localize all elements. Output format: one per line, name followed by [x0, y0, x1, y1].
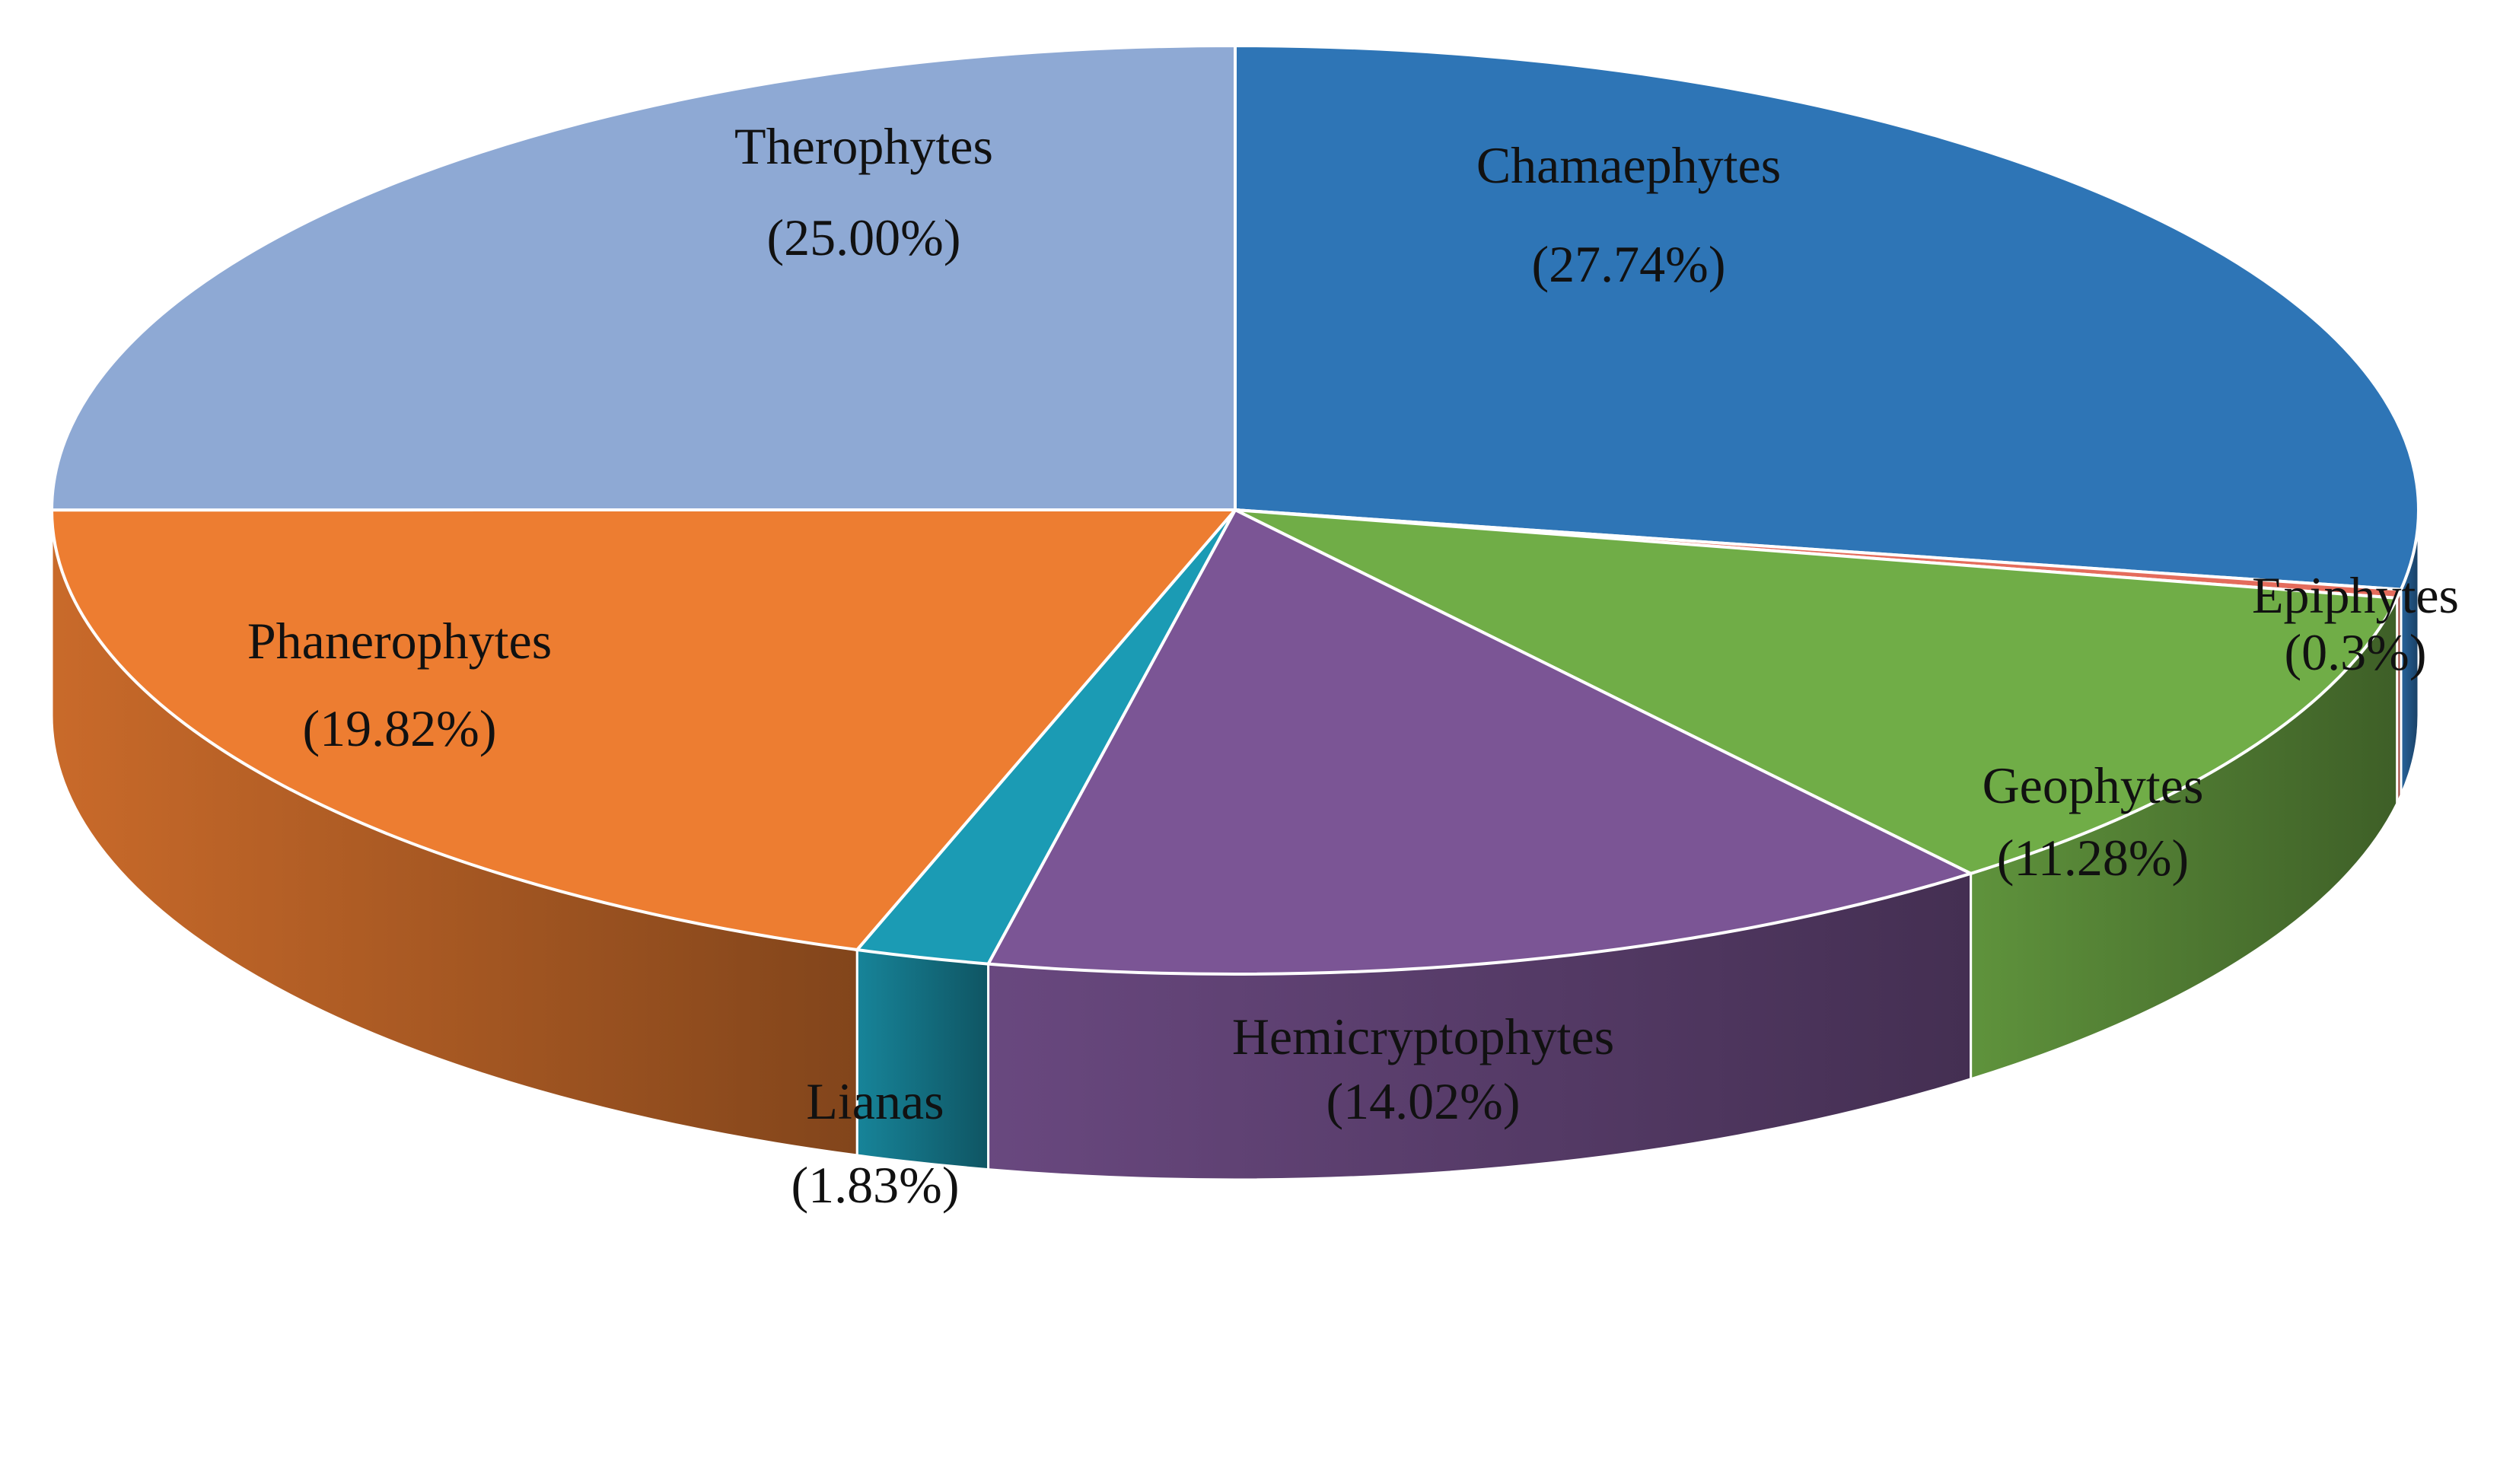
slice-percent-geophytes: (11.28%): [1997, 829, 2189, 887]
slice-name-lianas: Lianas: [806, 1072, 944, 1130]
slice-name-epiphytes: Epiphytes: [2252, 566, 2459, 624]
pie-side-lianas: [855, 948, 990, 1171]
slice-name-geophytes: Geophytes: [1983, 756, 2204, 814]
pie-labels: Chamaephytes (27.74%) Epiphytes(0.3%) Geoph…: [247, 117, 2459, 1214]
slice-percent-hemicryptophytes: (14.02%): [1326, 1072, 1521, 1130]
slice-percent-lianas: (1.83%): [791, 1156, 960, 1214]
slice-name-hemicryptophytes: Hemicryptophytes: [1232, 1008, 1614, 1065]
pie-slice-therophytes: [49, 43, 1237, 512]
slice-name-phanerophytes: Phanerophytes: [247, 612, 552, 670]
slice-name-therophytes: Therophytes: [734, 117, 993, 175]
pie-tops: [49, 43, 2420, 976]
slice-name-chamaephytes: Chamaephytes: [1476, 136, 1781, 194]
slice-percent-phanerophytes: (19.82%): [303, 699, 497, 757]
slice-percent-therophytes: (25.00%): [767, 209, 961, 266]
slice-percent-epiphytes: (0.3%): [2285, 623, 2427, 681]
pie-slice-phanerophytes: [49, 508, 1239, 952]
slice-percent-chamaephytes: (27.74%): [1532, 235, 1726, 293]
pie-slice-hemicryptophytes: [986, 508, 1975, 976]
pie-slice-geophytes: [1234, 508, 2400, 875]
pie-slice-chamaephytes: [1234, 43, 2420, 591]
